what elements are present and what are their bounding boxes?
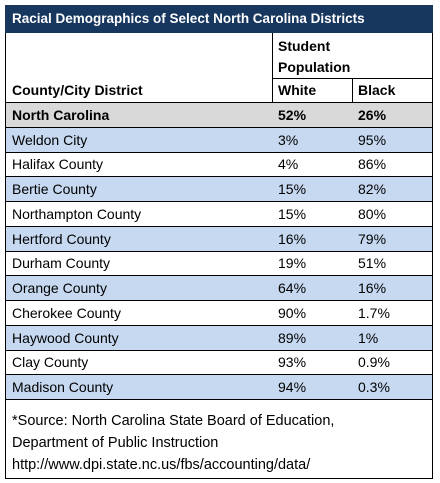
cell: 52% <box>272 103 354 128</box>
row-label: Clay County <box>5 350 274 376</box>
cell: 26% <box>352 103 433 128</box>
title-bar <box>5 5 433 33</box>
cell: 3% <box>272 127 354 153</box>
cell: 1% <box>352 325 433 351</box>
row-label: Orange County <box>5 276 274 301</box>
cell: 0.3% <box>352 375 433 400</box>
column-header: Black <box>358 82 396 98</box>
cell: 80% <box>352 202 433 227</box>
cell: 1.7% <box>352 301 433 326</box>
row-label: Weldon City <box>5 127 274 153</box>
divider <box>352 78 353 103</box>
header-area <box>5 33 433 103</box>
cell: 15% <box>272 177 354 202</box>
column-header: County/City District <box>12 82 143 98</box>
cell: 15% <box>272 202 354 227</box>
cell: 51% <box>352 251 433 277</box>
cell: 16% <box>272 226 354 252</box>
title: Racial Demographics of Select North Caro… <box>12 11 365 26</box>
cell: 95% <box>352 127 433 153</box>
footer-line: *Source: North Carolina State Board of E… <box>12 413 335 429</box>
cell: 79% <box>352 226 433 252</box>
footer: *Source: North Carolina State Board of E… <box>12 410 334 476</box>
header-group: Student Population <box>278 38 351 75</box>
column-header: White <box>278 82 317 98</box>
row-label: Northampton County <box>5 202 274 227</box>
row-label: Halifax County <box>5 152 274 178</box>
row-label: Durham County <box>5 251 274 277</box>
cell: 90% <box>272 301 354 326</box>
row-label: North Carolina <box>5 103 274 128</box>
cell: 93% <box>272 350 354 376</box>
row-label: Hertford County <box>5 226 274 252</box>
footer-line: Department of Public Instruction <box>12 435 219 451</box>
row-label: Madison County <box>5 375 274 400</box>
cell: 64% <box>272 276 354 301</box>
cell: 19% <box>272 251 354 277</box>
cell: 94% <box>272 375 354 400</box>
cell: 16% <box>352 276 433 301</box>
cell: 86% <box>352 152 433 178</box>
cell: 4% <box>272 152 354 178</box>
row-label: Cherokee County <box>5 301 274 326</box>
row-label: Bertie County <box>5 177 274 202</box>
footer-line: http://www.dpi.state.nc.us/fbs/accountin… <box>12 457 311 473</box>
divider <box>272 33 273 103</box>
cell: 0.9% <box>352 350 433 376</box>
cell: 82% <box>352 177 433 202</box>
cell: 89% <box>272 325 354 351</box>
row-label: Haywood County <box>5 325 274 351</box>
